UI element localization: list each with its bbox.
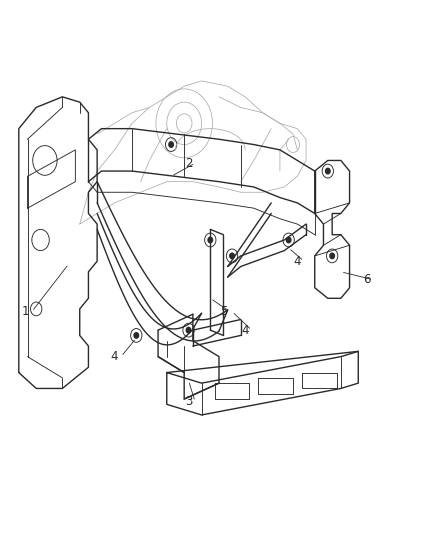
Circle shape [230, 253, 234, 259]
Text: 2: 2 [185, 157, 192, 169]
Text: 3: 3 [185, 395, 192, 408]
Text: 6: 6 [363, 273, 371, 286]
Text: 4: 4 [241, 324, 249, 337]
Circle shape [286, 237, 291, 243]
Text: 5: 5 [220, 305, 227, 318]
Circle shape [208, 237, 212, 243]
Circle shape [169, 142, 173, 147]
Circle shape [186, 327, 191, 333]
Circle shape [134, 333, 138, 338]
Text: 1: 1 [21, 305, 29, 318]
Text: 4: 4 [111, 350, 118, 363]
Text: 4: 4 [293, 255, 301, 268]
Circle shape [325, 168, 330, 174]
Circle shape [330, 253, 335, 259]
